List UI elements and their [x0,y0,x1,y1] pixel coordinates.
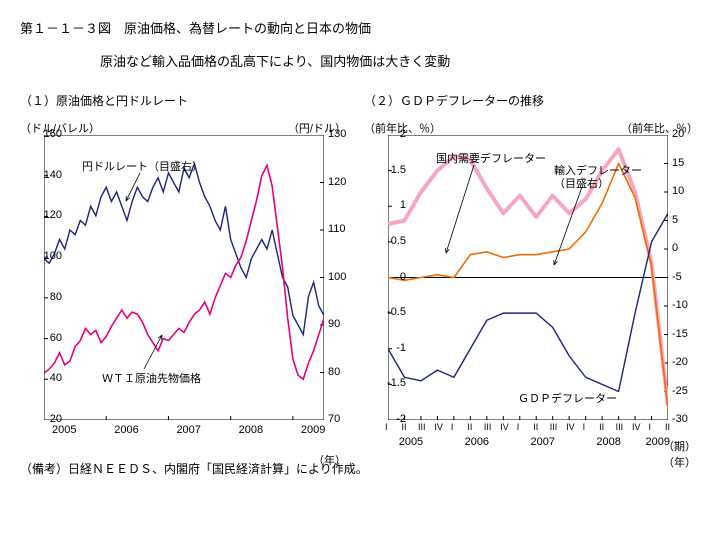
y-tick-right: -15 [672,328,688,340]
y-tick-right: 120 [328,176,346,188]
x-tick-quarter: II [599,422,604,432]
y-tick-right: 20 [672,128,684,140]
x-tick-quarter: III [418,422,426,432]
x-tick-quarter: II [467,422,472,432]
anno-gdp: ＧＤＰデフレーター [518,393,617,406]
x-tick: 2005 [52,424,76,436]
y-tick-left: 60 [50,332,62,344]
x-tick: 2006 [114,424,138,436]
y-tick-left: 80 [50,291,62,303]
x-tick-quarter: III [550,422,558,432]
y-tick-left: 1 [400,199,406,211]
chart-1-x-label: （年） [313,452,346,468]
charts-row: （１）原油価格と円ドルレート （ドル/バレル） （円/ドル） 円ドルレート（目盛… [20,92,690,420]
x-tick: 2008 [239,424,263,436]
x-tick-quarter: IV [632,422,641,432]
figure-title: 第１－１－３図 原油価格、為替レートの動向と日本の物価 [20,18,690,37]
y-tick-left: 100 [44,250,62,262]
x-tick-quarter: IV [566,422,575,432]
x-tick-year: 2007 [530,436,554,448]
y-tick-right: 15 [672,157,684,169]
chart-2-x-label-top: （期） [663,438,696,454]
x-tick: 2009 [301,424,325,436]
y-tick-left: 2 [400,128,406,140]
y-tick-right: 130 [328,128,346,140]
y-tick-left: 1.5 [391,164,406,176]
y-tick-right: -30 [672,413,688,425]
x-tick-quarter: IV [434,422,443,432]
y-tick-left: -0.5 [387,306,406,318]
y-tick-left: 120 [44,209,62,221]
chart-1-title: （１）原油価格と円ドルレート [20,92,346,109]
chart-1-plot: 円ドルレート（目盛右）ＷＴＩ原油先物価格 2040608010012014016… [44,135,346,420]
x-tick-quarter: IV [500,422,509,432]
x-tick-quarter: II [665,422,670,432]
x-tick-quarter: I [451,422,454,432]
chart-2-right-label: （前年比、％） [621,120,698,136]
x-tick-quarter: II [533,422,538,432]
chart-1: （１）原油価格と円ドルレート （ドル/バレル） （円/ドル） 円ドルレート（目盛… [20,92,346,420]
y-tick-left: 160 [44,128,62,140]
y-tick-right: 80 [328,366,340,378]
y-tick-left: 0.5 [391,235,406,247]
y-tick-right: -20 [672,356,688,368]
figure-subtitle: 原油など輸入品価格の乱高下により、国内物価は大きく変動 [100,51,690,70]
chart-2: （２）ＧＤＰデフレーターの推移 （前年比、％） （前年比、％） 国内需要デフレー… [364,92,690,420]
y-tick-right: 70 [328,413,340,425]
chart-2-title: （２）ＧＤＰデフレーターの推移 [364,92,690,109]
x-tick-year: 2006 [465,436,489,448]
x-tick-quarter: I [583,422,586,432]
y-tick-right: -25 [672,385,688,397]
x-tick: 2007 [176,424,200,436]
y-tick-right: -5 [672,271,682,283]
y-tick-left: -1.5 [387,377,406,389]
chart-2-plot: 国内需要デフレーター輸入デフレーター（目盛右）ＧＤＰデフレーター -2-1.5-… [388,135,690,420]
y-tick-left: -1 [396,342,406,354]
y-tick-right: 110 [328,223,346,235]
x-tick-quarter: III [616,422,624,432]
anno-jpy: 円ドルレート（目盛右） [82,161,203,174]
anno-import: 輸入デフレーター（目盛右） [554,165,642,191]
x-tick-quarter: III [484,422,492,432]
y-tick-left: 40 [50,372,62,384]
x-tick-quarter: I [649,422,652,432]
y-tick-right: 0 [672,242,678,254]
x-tick-quarter: II [401,422,406,432]
y-tick-right: 90 [328,318,340,330]
y-tick-right: 5 [672,214,678,226]
anno-wti: ＷＴＩ原油先物価格 [102,373,201,386]
chart-2-x-label-bottom: （年） [663,454,696,470]
x-tick-year: 2005 [399,436,423,448]
x-tick-year: 2008 [596,436,620,448]
y-tick-left: 0 [400,271,406,283]
y-tick-left: 140 [44,169,62,181]
anno-domestic: 国内需要デフレーター [436,153,546,166]
footnote: （備考）日経ＮＥＥＤＳ、内閣府「国民経済計算」により作成。 [20,460,690,477]
x-tick-quarter: I [385,422,388,432]
y-tick-right: -10 [672,299,688,311]
y-tick-right: 100 [328,271,346,283]
y-tick-right: 10 [672,185,684,197]
x-tick-quarter: I [517,422,520,432]
